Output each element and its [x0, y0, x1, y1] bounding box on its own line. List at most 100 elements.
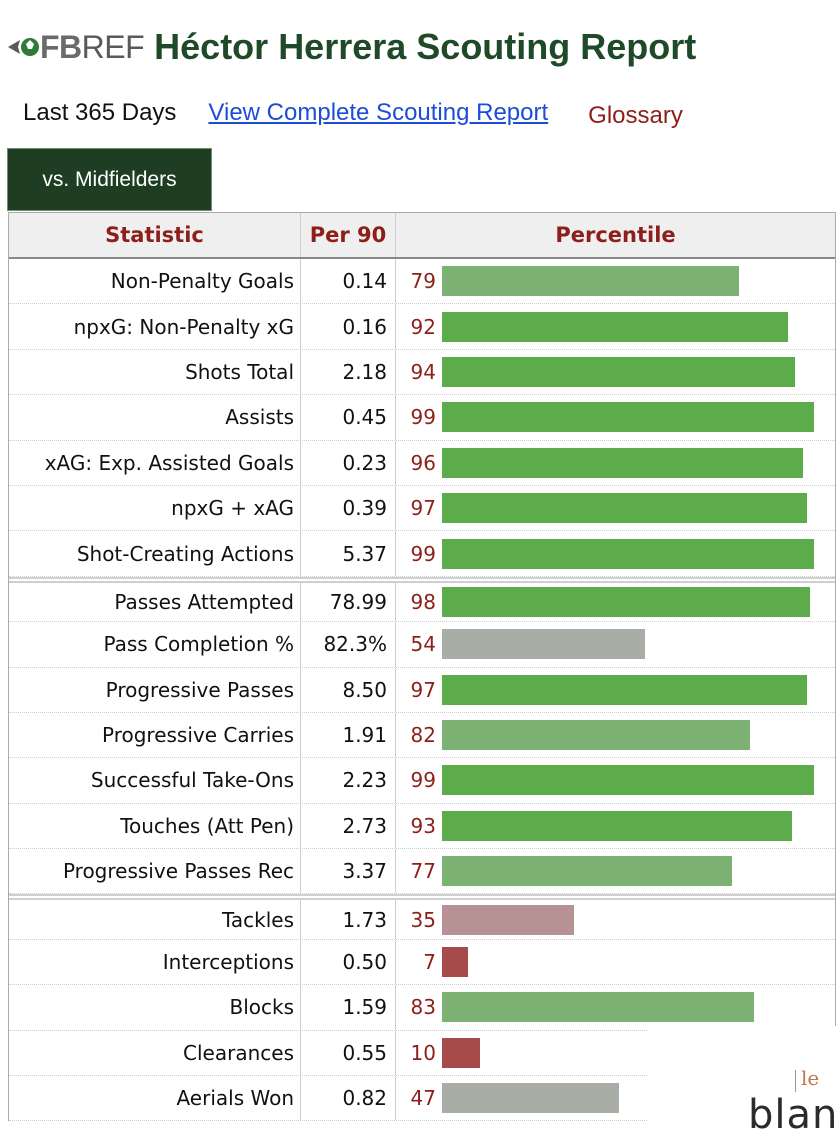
statistic-cell: xAG: Exp. Assisted Goals — [9, 440, 301, 485]
percentile-bar-track — [442, 674, 835, 705]
ad-text-large: blan — [748, 1092, 837, 1138]
per90-cell: 0.23 — [301, 440, 396, 485]
statistic-cell: Assists — [9, 395, 301, 440]
table-row: npxG: Non-Penalty xG 0.16 92 — [9, 304, 835, 350]
tab-vs-midfielders[interactable]: vs. Midfielders — [7, 148, 212, 211]
complete-report-link[interactable]: View Complete Scouting Report — [208, 99, 549, 126]
table-row: Successful Take-Ons 2.23 99 — [9, 758, 835, 804]
percentile-bar-track — [442, 992, 835, 1023]
percentile-value: 93 — [410, 813, 436, 838]
percentile-cell: 35 — [396, 900, 835, 938]
table-row: Touches (Att Pen) 2.73 93 — [9, 803, 835, 850]
percentile-bar-track — [442, 447, 835, 478]
percentile-cell: 94 — [396, 350, 835, 394]
per90-cell: 0.50 — [301, 939, 396, 985]
percentile-bar — [442, 266, 740, 297]
logo-text-bold: FB — [40, 28, 82, 65]
percentile-value: 35 — [410, 907, 436, 932]
statistic-cell: Successful Take-Ons — [9, 758, 301, 803]
percentile-bar — [442, 810, 792, 841]
per90-cell: 2.23 — [301, 758, 396, 803]
percentile-value: 94 — [410, 359, 436, 384]
percentile-value: 83 — [410, 995, 436, 1020]
glossary-link[interactable]: Glossary — [588, 102, 683, 129]
percentile-cell: 82 — [396, 713, 835, 757]
percentile-cell: 47 — [396, 1076, 835, 1120]
percentile-bar — [442, 1037, 480, 1068]
percentile-bar — [442, 992, 755, 1023]
per90-cell: 1.91 — [301, 712, 396, 758]
statistic-cell: Interceptions — [9, 939, 301, 985]
table-row: Tackles 1.73 35 — [9, 894, 835, 940]
report-subnav: Last 365 Days View Complete Scouting Rep… — [23, 96, 683, 130]
percentile-bar-track — [442, 629, 835, 660]
percentile-value: 77 — [410, 859, 436, 884]
percentile-bar — [442, 904, 574, 935]
percentile-bar — [442, 447, 803, 478]
percentile-bar-track — [442, 266, 835, 297]
statistic-cell: npxG + xAG — [9, 485, 301, 531]
percentile-bar-track — [442, 538, 835, 569]
percentile-header[interactable]: Percentile — [555, 223, 676, 247]
per90-cell: 8.50 — [301, 667, 396, 712]
percentile-cell: 7 — [396, 940, 835, 984]
percentile-value: 92 — [410, 314, 436, 339]
percentile-bar-track — [442, 904, 835, 935]
statistic-cell: Progressive Passes — [9, 667, 301, 712]
percentile-bar-track — [442, 856, 835, 887]
percentile-bar-track — [442, 947, 835, 978]
per90-cell: 0.82 — [301, 1076, 396, 1121]
per90-cell: 1.73 — [301, 900, 396, 939]
percentile-bar-track — [442, 402, 835, 433]
fbref-logo[interactable]: FBREF — [6, 27, 145, 67]
percentile-value: 10 — [410, 1040, 436, 1065]
percentile-bar-track — [442, 1037, 835, 1068]
table-row: Progressive Passes 8.50 97 — [9, 667, 835, 713]
percentile-bar — [442, 674, 807, 705]
table-row: Shots Total 2.18 94 — [9, 349, 835, 396]
percentile-bar — [442, 856, 732, 887]
percentile-value: 97 — [410, 496, 436, 521]
soccer-ball-icon — [8, 38, 39, 56]
table-row: Blocks 1.59 83 — [9, 985, 835, 1031]
page-header: FBREF Héctor Herrera Scouting Report — [6, 24, 696, 70]
table-row: Progressive Passes Rec 3.37 77 — [9, 849, 835, 895]
statistic-cell: Non-Penalty Goals — [9, 259, 301, 304]
statistic-cell: npxG: Non-Penalty xG — [9, 304, 301, 349]
percentile-bar — [442, 629, 646, 660]
ad-text-small: le — [794, 1066, 820, 1092]
percentile-bar — [442, 765, 815, 796]
percentile-cell: 98 — [396, 583, 835, 621]
per90-cell: 0.45 — [301, 395, 396, 440]
percentile-bar-track — [442, 810, 835, 841]
percentile-bar — [442, 493, 807, 524]
statistic-cell: Progressive Passes Rec — [9, 849, 301, 894]
percentile-bar-track — [442, 356, 835, 387]
scouting-table: Statistic Per 90 Percentile Non-Penalty … — [8, 212, 836, 1122]
percentile-value: 7 — [423, 950, 436, 975]
per90-cell: 1.59 — [301, 985, 396, 1030]
percentile-value: 98 — [410, 589, 436, 614]
statistic-cell: Shot-Creating Actions — [9, 531, 301, 576]
statistic-cell: Passes Attempted — [9, 582, 301, 622]
table-row: npxG + xAG 0.39 97 — [9, 485, 835, 532]
percentile-value: 82 — [410, 723, 436, 748]
table-row: Passes Attempted 78.99 98 — [9, 576, 835, 623]
statistic-header[interactable]: Statistic — [9, 213, 301, 257]
period-label: Last 365 Days — [23, 99, 177, 126]
per90-cell: 2.18 — [301, 349, 396, 395]
percentile-bar — [442, 538, 815, 569]
percentile-cell: 99 — [396, 531, 835, 575]
table-body: Non-Penalty Goals 0.14 79 npxG: Non-Penalty… — [9, 259, 835, 1122]
statistic-cell: Clearances — [9, 1030, 301, 1076]
ad-overlay[interactable]: le blan — [648, 1026, 837, 1148]
per90-cell: 0.55 — [301, 1030, 396, 1076]
table-row: Pass Completion % 82.3% 54 — [9, 622, 835, 668]
per90-cell: 0.16 — [301, 304, 396, 349]
per90-cell: 82.3% — [301, 622, 396, 667]
percentile-cell: 92 — [396, 304, 835, 348]
percentile-bar-track — [442, 720, 835, 751]
per90-header[interactable]: Per 90 — [301, 213, 396, 257]
per90-cell: 0.39 — [301, 485, 396, 531]
statistic-cell: Blocks — [9, 985, 301, 1030]
